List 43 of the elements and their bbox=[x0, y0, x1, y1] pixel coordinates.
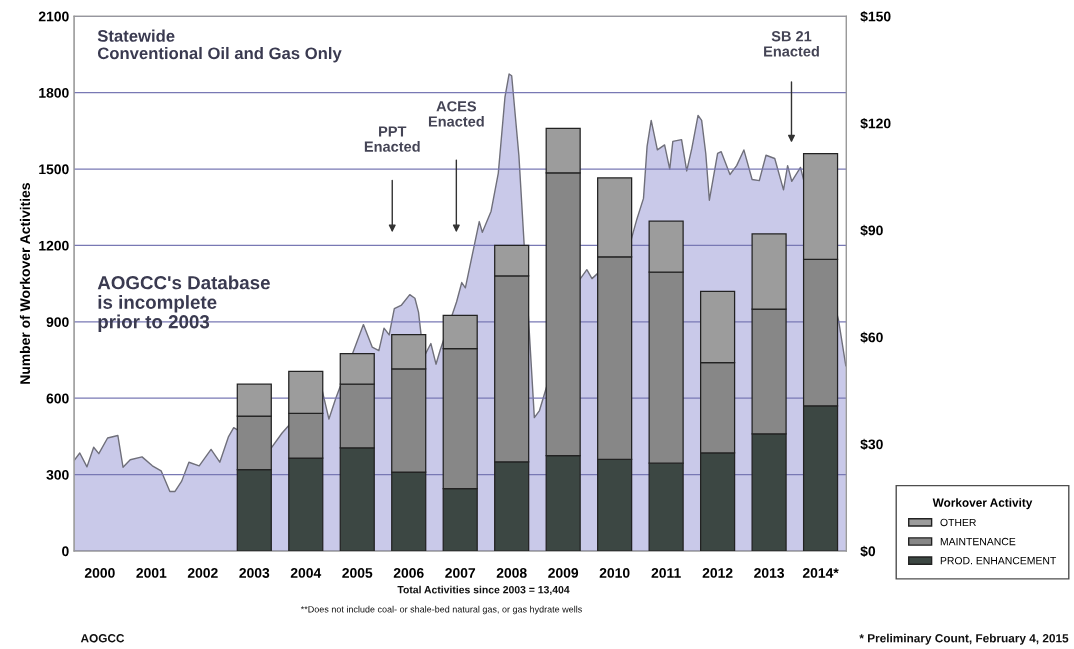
y2-tick-label: $0 bbox=[860, 545, 876, 558]
annotation: PPT Enacted bbox=[364, 126, 420, 152]
y2-tick-label: $30 bbox=[860, 438, 883, 451]
x-tick-label: 2012 bbox=[702, 568, 733, 578]
text: Total Activities since 2003 = 13,404 bbox=[397, 585, 570, 595]
legend-title: Workover Activity bbox=[932, 498, 1033, 510]
x-tick-label: 2003 bbox=[239, 568, 270, 578]
annotation: Statewide Conventional Oil and Gas Only bbox=[97, 29, 342, 63]
y2-tick-label: $150 bbox=[860, 10, 891, 23]
y-tick-label: 0 bbox=[62, 546, 69, 557]
annotation: AOGCC's Database is incomplete prior to 2003 bbox=[97, 275, 270, 333]
y-tick-label: 1800 bbox=[39, 87, 69, 98]
y-axis-title: Number of Workover Activities bbox=[19, 183, 31, 384]
annotation: ACES Enacted bbox=[428, 101, 484, 127]
text: * Preliminary Count, February 4, 2015 bbox=[859, 633, 1069, 645]
x-tick-label: 2010 bbox=[599, 568, 630, 578]
x-tick-label: 2000 bbox=[84, 568, 115, 578]
x-tick-label: 2001 bbox=[136, 568, 167, 578]
text: AOGCC bbox=[80, 634, 125, 643]
y-tick-label: 600 bbox=[46, 393, 69, 404]
text: **Does not include coal- or shale-bed natural gas, or gas hydrate wells bbox=[300, 605, 582, 615]
y-tick-label: 1200 bbox=[39, 240, 69, 251]
legend-label: MAINTENANCE bbox=[940, 537, 1016, 546]
x-tick-label: 2008 bbox=[496, 568, 527, 578]
y-tick-label: 300 bbox=[46, 469, 69, 480]
y-tick-label: 1500 bbox=[39, 164, 69, 175]
x-tick-label: 2002 bbox=[187, 568, 218, 578]
y-tick-label: 2100 bbox=[38, 11, 69, 22]
x-tick-label: 2005 bbox=[342, 568, 373, 578]
x-tick-label: 2013 bbox=[754, 568, 785, 578]
y2-tick-label: $120 bbox=[860, 117, 891, 130]
x-tick-label: 2014* bbox=[802, 568, 839, 578]
y-tick-label: 900 bbox=[46, 317, 69, 327]
x-tick-label: 2004 bbox=[290, 568, 322, 578]
legend-label: OTHER bbox=[940, 518, 976, 527]
x-tick-label: 2006 bbox=[393, 568, 424, 578]
annotation: SB 21 Enacted bbox=[764, 31, 819, 57]
y2-tick-label: $60 bbox=[860, 331, 883, 344]
x-tick-label: 2007 bbox=[445, 568, 476, 578]
legend-label: PROD. ENHANCEMENT bbox=[940, 556, 1057, 565]
y2-tick-label: $90 bbox=[860, 224, 883, 237]
x-tick-label: 2009 bbox=[548, 568, 579, 578]
x-tick-label: 2011 bbox=[651, 568, 681, 578]
